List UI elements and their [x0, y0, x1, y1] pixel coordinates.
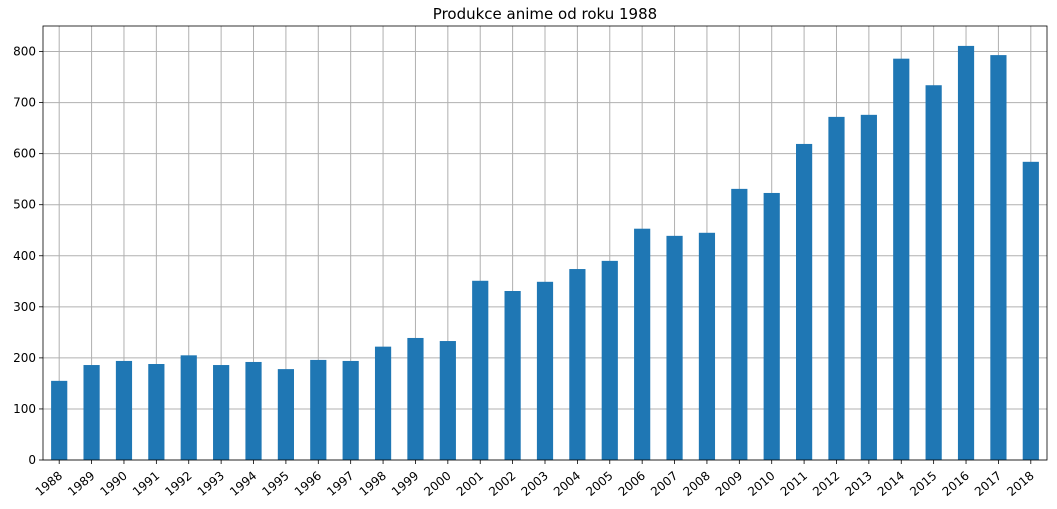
bar-2000 [439, 341, 456, 460]
bar-2013 [860, 114, 877, 461]
x-tick-label: 1989 [65, 469, 97, 499]
bar-2015 [925, 85, 942, 460]
y-tick-label: 200 [13, 351, 36, 365]
x-tick-label: 2004 [551, 469, 583, 499]
bar-2004 [569, 269, 586, 460]
bar-1989 [83, 365, 100, 460]
bar-2017 [990, 55, 1007, 461]
x-tick-label: 1990 [97, 469, 129, 499]
y-tick-label: 0 [28, 453, 36, 467]
x-tick-label: 2015 [907, 469, 939, 499]
x-tick-label: 2002 [486, 469, 518, 499]
x-tick-label: 2012 [810, 469, 842, 499]
x-tick-label: 1991 [130, 469, 162, 499]
bar-2002 [504, 290, 521, 460]
bar-2007 [666, 235, 683, 460]
bar-1999 [407, 337, 424, 460]
y-tick-label: 500 [13, 198, 36, 212]
bar-1998 [374, 346, 392, 460]
bar-2012 [828, 116, 845, 460]
bar-1990 [115, 360, 133, 460]
bar-2018 [1022, 161, 1039, 460]
x-tick-label: 2011 [778, 469, 810, 499]
bar-2010 [763, 192, 780, 461]
bar-2009 [731, 188, 748, 461]
x-tick-label: 2003 [519, 469, 551, 499]
bar-2005 [601, 260, 618, 460]
bar-2008 [698, 232, 716, 460]
x-tick-label: 2009 [713, 469, 745, 499]
y-tick-label: 300 [13, 300, 36, 314]
x-tick-label: 2001 [454, 469, 486, 499]
bar-1992 [180, 355, 197, 460]
x-tick-label: 1999 [389, 469, 421, 499]
x-tick-label: 2013 [842, 469, 874, 499]
x-tick-label: 2010 [745, 469, 777, 499]
x-tick-label: 2000 [421, 469, 453, 499]
x-tick-label: 2017 [972, 469, 1004, 499]
y-tick-label: 600 [13, 147, 36, 161]
bar-1991 [148, 364, 165, 460]
bars [51, 45, 1039, 461]
x-tick-label: 1997 [324, 469, 356, 499]
y-axis-ticks: 0 100 200 300 400 500 600 700 800 [13, 45, 43, 467]
x-tick-label: 1994 [227, 469, 259, 499]
x-tick-label: 2007 [648, 469, 680, 499]
bar-2011 [796, 143, 813, 461]
x-tick-label: 2006 [616, 469, 648, 499]
chart-title: Produkce anime od roku 1988 [433, 5, 657, 23]
bar-2003 [536, 281, 554, 460]
y-tick-label: 400 [13, 249, 36, 263]
bar-1994 [245, 361, 262, 460]
y-tick-label: 700 [13, 96, 36, 110]
bar-1988 [51, 380, 68, 460]
bar-2001 [472, 280, 489, 460]
x-tick-label: 2014 [875, 469, 907, 499]
bar-2014 [893, 58, 910, 461]
x-axis-ticks: 1988 1989 1990 1991 1992 1993 1994 1995 1996 1997… [33, 460, 1037, 499]
bar-1996 [310, 359, 327, 460]
x-tick-label: 2016 [940, 469, 972, 499]
x-tick-label: 1996 [292, 469, 324, 499]
x-tick-label: 2018 [1004, 469, 1036, 499]
bar-1993 [213, 365, 230, 460]
bar-2016 [957, 45, 975, 461]
x-tick-label: 1998 [357, 469, 389, 499]
x-tick-label: 1992 [162, 469, 194, 499]
x-tick-label: 1995 [259, 469, 291, 499]
bar-1997 [342, 360, 359, 460]
bar-2006 [634, 228, 651, 460]
x-tick-label: 1988 [33, 469, 65, 499]
x-tick-label: 1993 [195, 469, 227, 499]
x-tick-label: 2005 [583, 469, 615, 499]
x-tick-label: 2008 [680, 469, 712, 499]
y-tick-label: 800 [13, 45, 36, 59]
y-tick-label: 100 [13, 402, 36, 416]
bar-1995 [277, 369, 294, 460]
